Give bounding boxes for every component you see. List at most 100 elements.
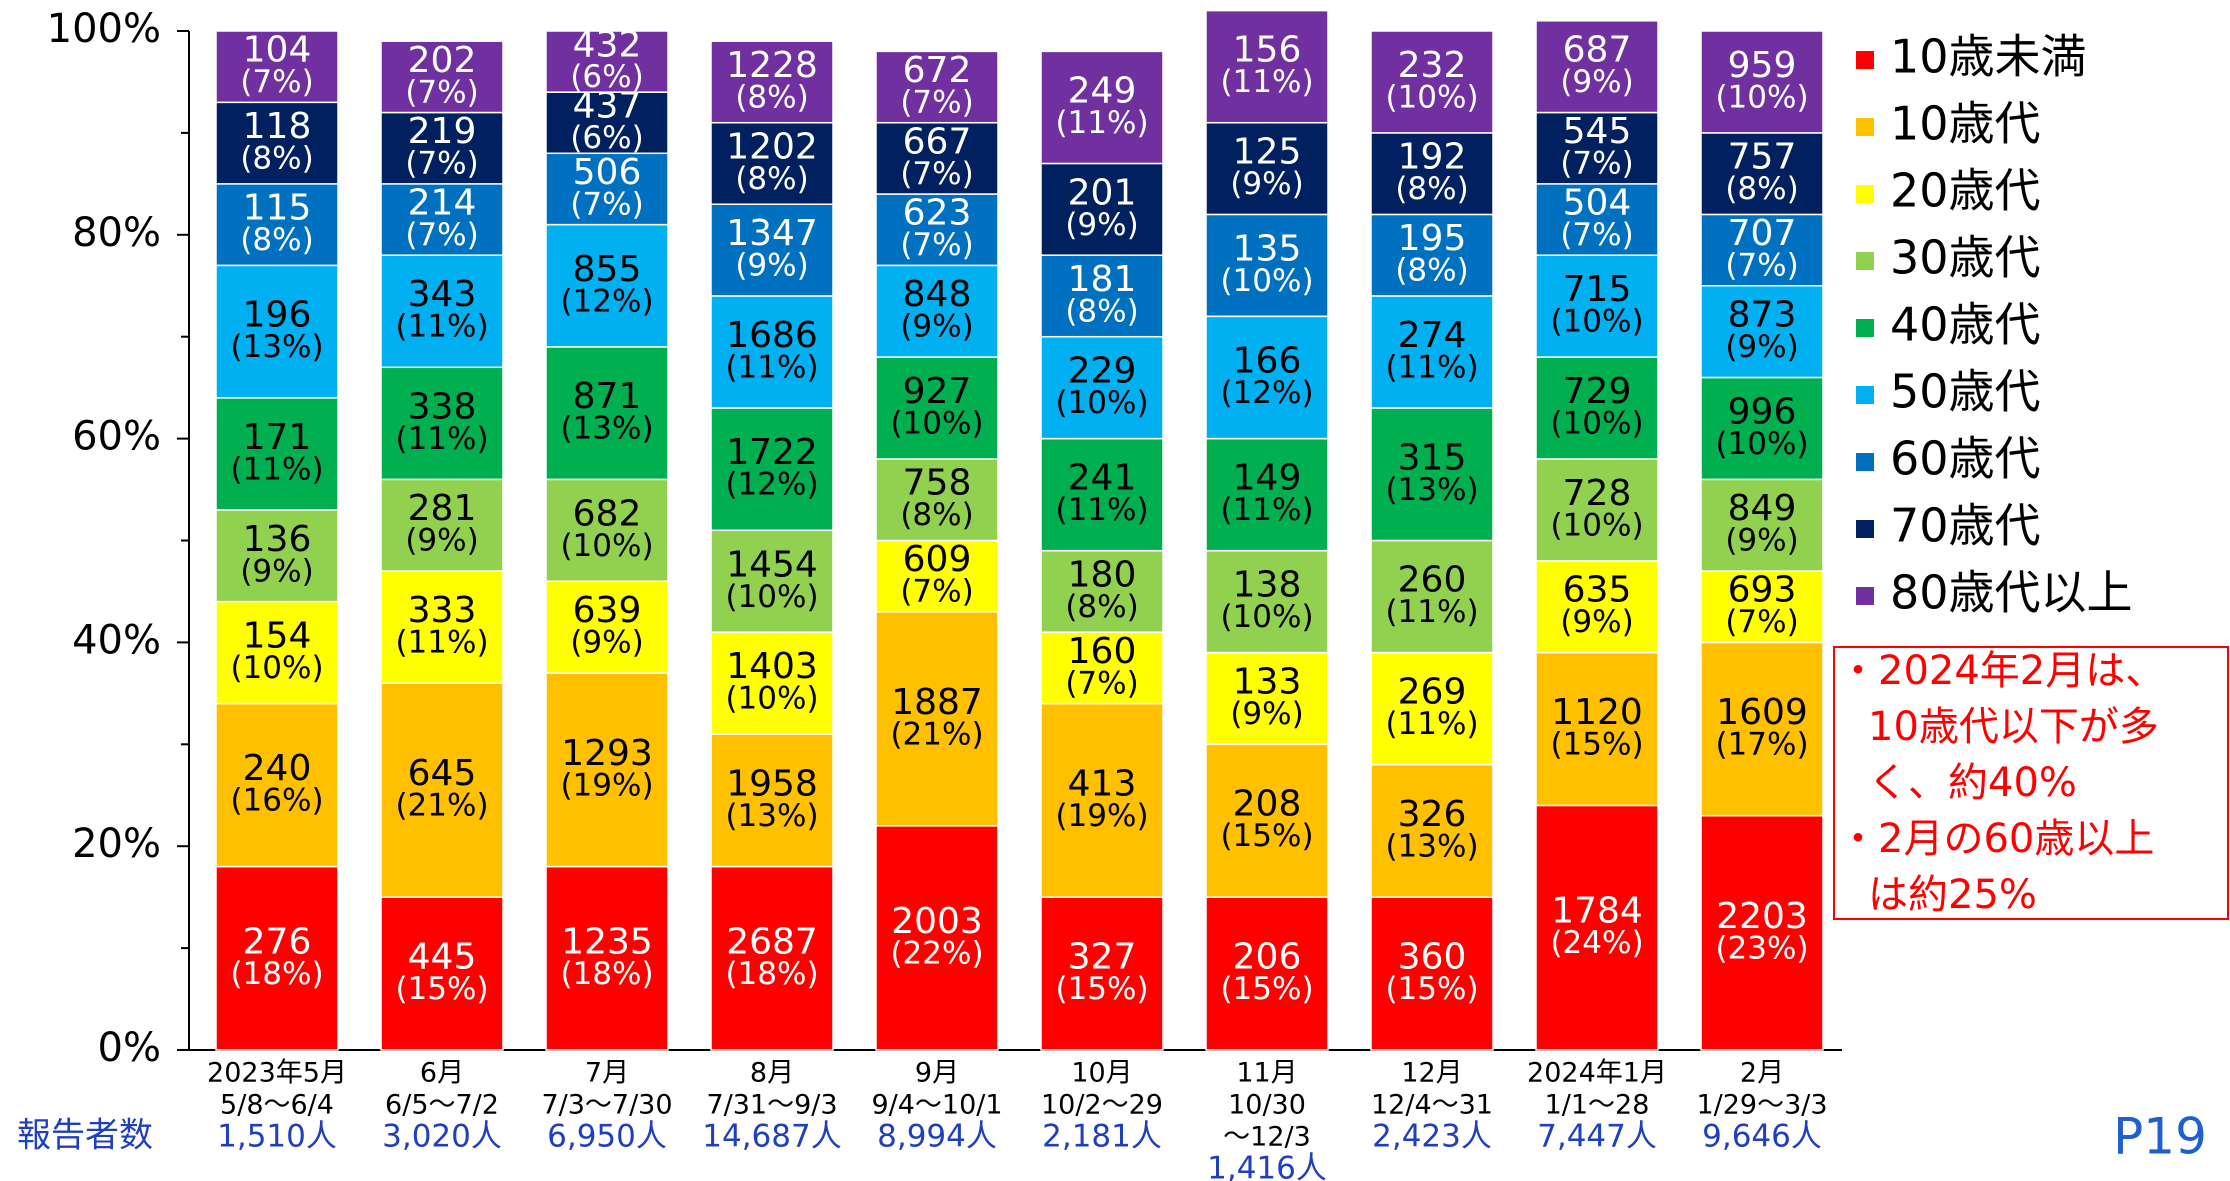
value-label: (9%)	[1065, 207, 1138, 243]
x-tick-label: 12月	[1401, 1058, 1462, 1089]
value-label: (12%)	[560, 283, 653, 319]
value-label: (23%)	[1715, 930, 1808, 966]
count-label: 281	[408, 488, 477, 529]
reporters-label: 報告者数	[17, 1116, 153, 1156]
period-label: 1/29〜3/3	[1696, 1090, 1827, 1121]
count-label: 1293	[561, 733, 653, 774]
count-label: 1609	[1716, 692, 1808, 733]
bar-segment	[1370, 213, 1494, 297]
value-label: (13%)	[560, 411, 653, 447]
value-label: (16%)	[230, 783, 323, 819]
bar-segment	[875, 356, 999, 460]
bar-segment	[1700, 132, 1824, 216]
count-label: 506	[573, 152, 642, 193]
count-label: 166	[1233, 340, 1302, 381]
x-tick-label: 6月	[420, 1058, 464, 1089]
count-label: 2687	[726, 921, 818, 962]
count-label: 156	[1233, 30, 1302, 71]
value-label: (7%)	[405, 217, 478, 253]
bar-segment	[545, 865, 669, 1051]
period-label: 7/31〜9/3	[706, 1090, 837, 1121]
count-label: 232	[1398, 45, 1467, 86]
value-label: (8%)	[1065, 293, 1138, 329]
value-label: (10%)	[725, 579, 818, 615]
legend-swatch	[1856, 587, 1874, 605]
bar-segment	[1700, 814, 1824, 1051]
count-label: 118	[243, 106, 312, 147]
value-label: (8%)	[1065, 589, 1138, 625]
value-label: (10%)	[560, 528, 653, 564]
bar-segment	[215, 600, 339, 705]
period-label: 10/30	[1228, 1090, 1306, 1121]
value-label: (8%)	[240, 222, 313, 258]
period-label: 9/4〜10/1	[871, 1090, 1002, 1121]
reporters-count: 9,646人	[1702, 1119, 1822, 1155]
count-label: 104	[243, 30, 312, 71]
bar-segment	[710, 529, 834, 633]
value-label: (9%)	[1560, 604, 1633, 640]
bar-segment	[1700, 30, 1824, 134]
value-label: (12%)	[725, 467, 818, 503]
value-label: (9%)	[240, 553, 313, 589]
legend-swatch	[1856, 520, 1874, 538]
count-label: 996	[1728, 391, 1797, 432]
bar-segment	[380, 570, 504, 684]
value-label: (10%)	[1220, 263, 1313, 299]
value-label: (19%)	[560, 767, 653, 803]
bar-segment	[1040, 50, 1164, 165]
period-label: 1/1〜28	[1545, 1090, 1650, 1121]
bar-segment	[875, 611, 999, 827]
value-label: (15%)	[395, 971, 488, 1007]
bar-segment	[1535, 458, 1659, 562]
value-label: (6%)	[570, 59, 643, 95]
count-label: 1784	[1551, 891, 1643, 932]
bar-segment	[545, 478, 669, 583]
value-label: (9%)	[1560, 64, 1633, 100]
bar-segment	[1535, 111, 1659, 185]
annotation-text: は約25%	[1868, 872, 2037, 918]
value-label: (18%)	[725, 956, 818, 992]
count-label: 758	[903, 463, 972, 504]
bar-segment	[710, 40, 834, 124]
bar-segment	[1535, 804, 1659, 1051]
bar-segment	[1370, 132, 1494, 216]
value-label: (7%)	[1560, 217, 1633, 253]
count-label: 241	[1068, 458, 1137, 499]
legend-swatch	[1856, 51, 1874, 69]
count-label: 201	[1068, 172, 1137, 213]
count-label: 667	[903, 121, 972, 162]
bar-segment	[1205, 437, 1329, 552]
count-label: 1686	[726, 315, 818, 356]
count-label: 639	[573, 590, 642, 631]
value-label: (11%)	[1055, 492, 1148, 528]
count-label: 848	[903, 274, 972, 315]
bar-segment	[545, 672, 669, 868]
bar-segment	[1535, 356, 1659, 460]
reporters-count: 1,510人	[217, 1119, 337, 1155]
legend-swatch	[1856, 118, 1874, 136]
value-label: (13%)	[230, 329, 323, 365]
value-label: (24%)	[1550, 925, 1643, 961]
bar-segment	[380, 366, 504, 481]
bar-segment	[1040, 702, 1164, 898]
count-label: 871	[573, 376, 642, 417]
bar-segment	[1370, 896, 1494, 1051]
value-label: (9%)	[1230, 166, 1303, 202]
page-number: P19	[2113, 1108, 2207, 1166]
bar-segment	[1370, 407, 1494, 542]
count-label: 160	[1068, 631, 1137, 672]
bar-segment	[215, 509, 339, 603]
y-tick-label: 20%	[72, 821, 161, 867]
count-label: 959	[1728, 45, 1797, 86]
bar-segment	[380, 478, 504, 572]
value-label: (7%)	[1560, 146, 1633, 182]
count-label: 1887	[891, 682, 983, 723]
bar-segment	[710, 865, 834, 1051]
value-label: (8%)	[735, 161, 808, 197]
reporters-count: 8,994人	[877, 1119, 997, 1155]
value-label: (7%)	[900, 227, 973, 263]
bar-segment	[215, 264, 339, 399]
count-label: 623	[903, 193, 972, 234]
count-label: 338	[408, 386, 477, 427]
value-label: (18%)	[560, 956, 653, 992]
